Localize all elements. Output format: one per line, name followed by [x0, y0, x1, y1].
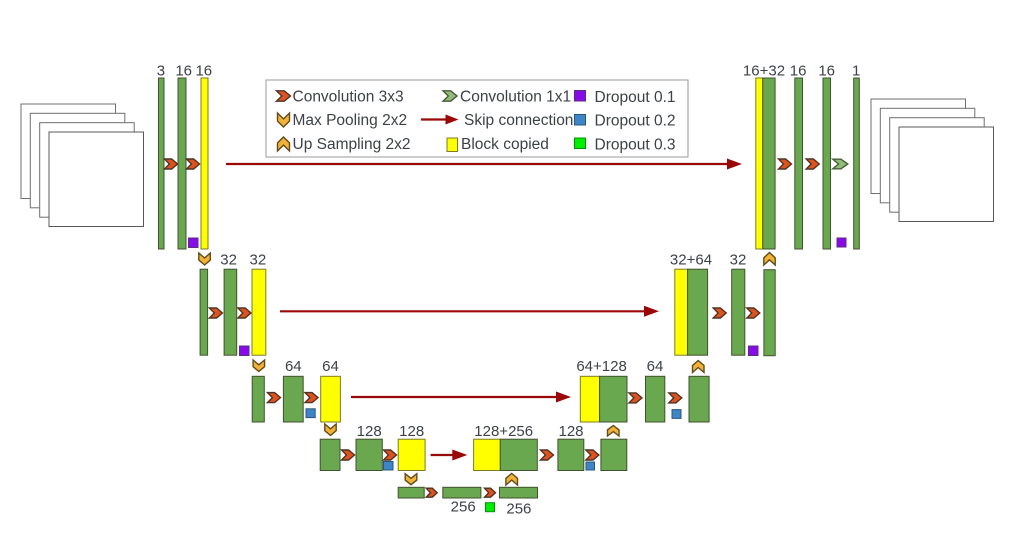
svg-text:Up Sampling 2x2: Up Sampling 2x2 — [293, 136, 411, 153]
svg-text:16: 16 — [790, 63, 807, 80]
svg-text:Convolution 3x3: Convolution 3x3 — [293, 89, 404, 106]
svg-text:16: 16 — [818, 63, 835, 80]
svg-text:16: 16 — [175, 63, 192, 80]
svg-text:64: 64 — [285, 358, 302, 375]
svg-text:Max Pooling 2x2: Max Pooling 2x2 — [293, 112, 408, 129]
svg-text:Skip connection: Skip connection — [464, 112, 573, 129]
svg-text:128: 128 — [357, 423, 382, 440]
svg-text:32: 32 — [730, 252, 747, 269]
svg-text:Block copied: Block copied — [461, 136, 549, 153]
svg-text:64: 64 — [322, 358, 339, 375]
svg-text:32: 32 — [250, 252, 267, 269]
svg-text:128: 128 — [558, 423, 583, 440]
svg-text:128: 128 — [399, 423, 424, 440]
svg-text:32+64: 32+64 — [670, 252, 712, 269]
svg-text:128+256: 128+256 — [474, 423, 533, 440]
svg-text:16: 16 — [195, 63, 212, 80]
svg-text:3: 3 — [157, 63, 165, 80]
svg-text:32: 32 — [220, 252, 237, 269]
svg-text:Dropout 0.3: Dropout 0.3 — [595, 137, 676, 154]
svg-text:64: 64 — [647, 358, 664, 375]
svg-text:16+32: 16+32 — [743, 63, 785, 80]
svg-text:256: 256 — [506, 500, 531, 517]
svg-text:256: 256 — [451, 499, 476, 516]
svg-text:Convolution 1x1: Convolution 1x1 — [460, 89, 571, 106]
svg-text:64+128: 64+128 — [576, 358, 626, 375]
svg-text:Dropout 0.2: Dropout 0.2 — [595, 113, 676, 130]
svg-text:Dropout 0.1: Dropout 0.1 — [595, 89, 676, 106]
svg-text:1: 1 — [852, 63, 860, 80]
